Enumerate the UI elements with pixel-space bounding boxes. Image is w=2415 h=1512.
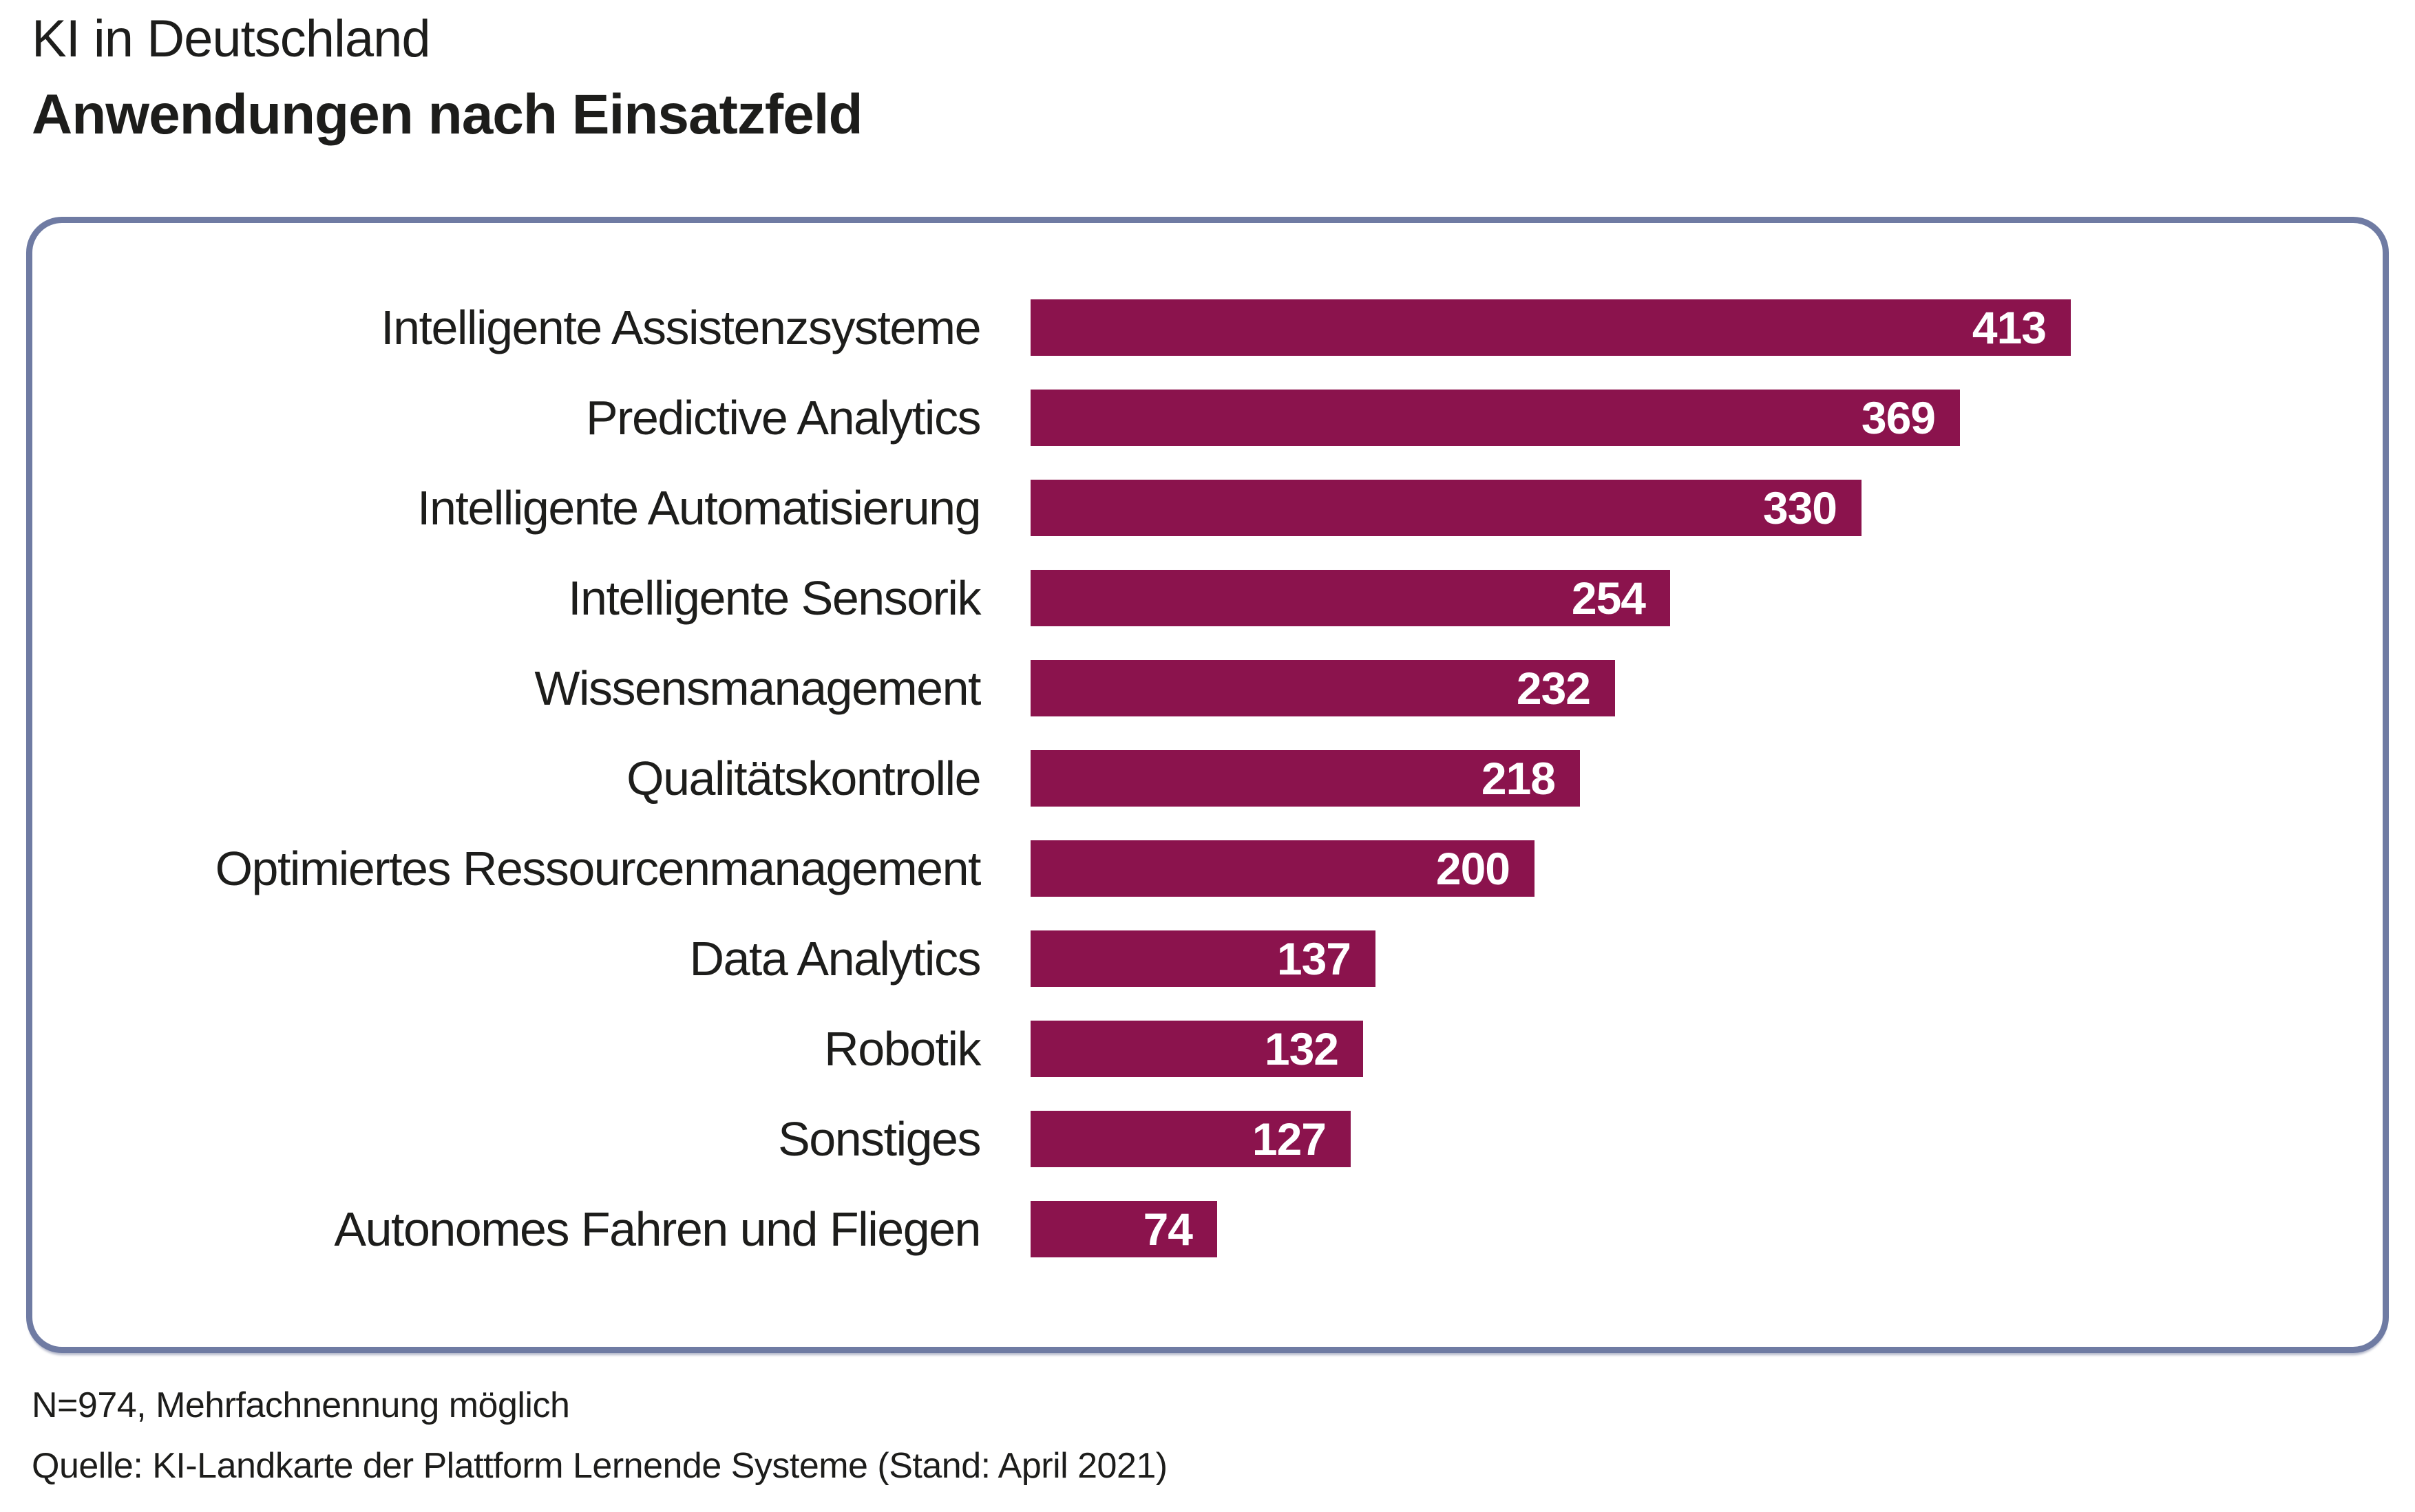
bar-row: Intelligente Automatisierung 330 [32, 462, 2383, 553]
bar-label: Data Analytics [689, 931, 981, 986]
bar-row: Predictive Analytics 369 [32, 372, 2383, 462]
bar-label: Wissensmanagement [534, 661, 981, 715]
source-note: Quelle: KI-Landkarte der Plattform Lerne… [32, 1446, 1168, 1486]
bar: 127 [1031, 1110, 1351, 1167]
bar-value: 200 [1435, 842, 1510, 894]
bar-label: Robotik [824, 1021, 981, 1076]
chart-title: KI in Deutschland [32, 10, 431, 68]
bar-label: Optimiertes Ressourcenmanagement [215, 841, 982, 895]
bar-value: 218 [1481, 752, 1556, 804]
bar-label: Predictive Analytics [585, 390, 982, 445]
bar-value: 127 [1252, 1113, 1327, 1164]
chart-panel: Intelligente Assistenzsysteme 413 Predicti… [26, 217, 2389, 1353]
bar-value: 232 [1516, 662, 1591, 714]
bar-row: Data Analytics 137 [32, 913, 2383, 1003]
bar-label: Qualitätskontrolle [626, 751, 981, 805]
bar-rows: Intelligente Assistenzsysteme 413 Predicti… [32, 282, 2383, 1274]
bar-label: Intelligente Automatisierung [417, 480, 982, 535]
bar-row: Qualitätskontrolle 218 [32, 733, 2383, 823]
bar-label: Autonomes Fahren und Fliegen [334, 1202, 981, 1256]
bar-row: Sonstiges 127 [32, 1094, 2383, 1184]
bar-value: 330 [1762, 482, 1837, 533]
bar: 413 [1031, 299, 2071, 356]
bar: 74 [1031, 1200, 1217, 1257]
bar-row: Wissensmanagement 232 [32, 643, 2383, 733]
bar: 132 [1031, 1020, 1363, 1077]
bar: 254 [1031, 569, 1670, 626]
bar: 369 [1031, 389, 1960, 446]
sample-size-note: N=974, Mehrfachnennung möglich [32, 1385, 570, 1425]
bar-value: 254 [1571, 572, 1646, 624]
bar-value: 137 [1276, 933, 1351, 984]
bar: 232 [1031, 659, 1615, 716]
bar: 330 [1031, 479, 1862, 536]
bar-row: Optimiertes Ressourcenmanagement 200 [32, 823, 2383, 913]
bar: 218 [1031, 749, 1580, 807]
bar-value: 74 [1143, 1203, 1193, 1255]
bar-label: Intelligente Assistenzsysteme [381, 300, 981, 354]
bar-row: Intelligente Assistenzsysteme 413 [32, 282, 2383, 372]
bar-label: Sonstiges [778, 1111, 981, 1166]
bar-value: 132 [1264, 1023, 1339, 1074]
chart-header: KI in Deutschland Anwendungen nach Einsa… [32, 10, 863, 147]
bar: 137 [1031, 930, 1375, 987]
bar-row: Intelligente Sensorik 254 [32, 553, 2383, 643]
bar-value: 413 [1972, 301, 2047, 353]
chart-subtitle: Anwendungen nach Einsatzfeld [32, 83, 863, 147]
bar-label: Intelligente Sensorik [568, 571, 981, 625]
chart-footer: N=974, Mehrfachnennung möglich Quelle: K… [32, 1387, 1168, 1484]
bar-value: 369 [1861, 392, 1936, 443]
bar-row: Autonomes Fahren und Fliegen 74 [32, 1184, 2383, 1274]
bar: 200 [1031, 840, 1535, 897]
bar-row: Robotik 132 [32, 1003, 2383, 1094]
